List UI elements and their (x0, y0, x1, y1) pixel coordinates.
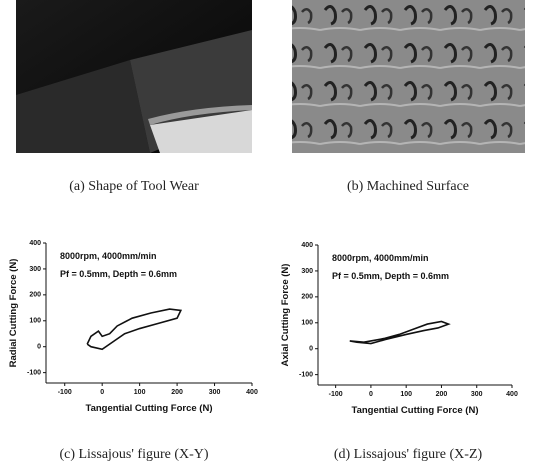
x-tick-label: 200 (171, 389, 183, 396)
y-tick-label: 300 (29, 266, 41, 273)
x-tick-label: 100 (400, 391, 412, 398)
caption: (d) Lissajous' figure (X-Z) (334, 447, 483, 462)
y-tick-label: 200 (29, 292, 41, 299)
x-tick-label: 300 (209, 389, 221, 396)
y-axis-label: Radial Cutting Force (N) (8, 259, 19, 368)
lissajous-curve (349, 320, 451, 345)
y-tick-label: 200 (301, 294, 313, 301)
y-tick-label: 100 (29, 318, 41, 325)
x-tick-label: 0 (100, 389, 104, 396)
photo-tool-wear (16, 0, 252, 153)
caption: (a) Shape of Tool Wear (69, 179, 199, 194)
lissajous-curve (86, 308, 183, 351)
x-tick-label: 400 (246, 389, 258, 396)
x-tick-label: 100 (134, 389, 146, 396)
annotation: Pf = 0.5mm, Depth = 0.6mm (332, 271, 449, 281)
x-tick-label: 0 (369, 391, 373, 398)
y-axis-label: Axial Cutting Force (N) (280, 264, 291, 367)
annotation: 8000rpm, 4000mm/min (332, 253, 429, 263)
x-axis-label: Tangential Cutting Force (N) (85, 403, 212, 414)
y-tick-label: 400 (29, 240, 41, 247)
x-tick-label: 400 (506, 391, 518, 398)
x-tick-label: -100 (58, 389, 72, 396)
y-tick-label: 300 (301, 268, 313, 275)
y-tick-label: 400 (301, 242, 313, 249)
x-tick-label: -100 (329, 391, 343, 398)
y-tick-label: -100 (299, 371, 313, 378)
x-tick-label: 200 (436, 391, 448, 398)
x-axis-label: Tangential Cutting Force (N) (351, 405, 478, 416)
annotation: Pf = 0.5mm, Depth = 0.6mm (60, 269, 177, 279)
y-tick-label: 0 (309, 346, 313, 353)
caption: (b) Machined Surface (347, 179, 469, 194)
x-tick-label: 300 (471, 391, 483, 398)
photo-machined-surface (292, 0, 525, 153)
annotation: 8000rpm, 4000mm/min (60, 251, 157, 261)
y-tick-label: -100 (27, 369, 41, 376)
y-tick-label: 100 (301, 320, 313, 327)
caption: (c) Lissajous' figure (X-Y) (59, 447, 208, 462)
y-tick-label: 0 (37, 344, 41, 351)
